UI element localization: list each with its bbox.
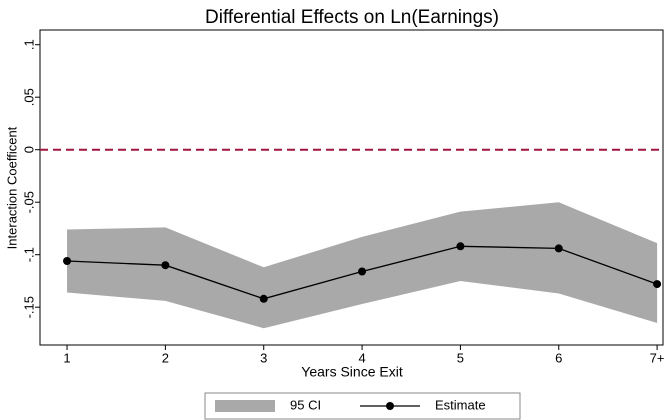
y-tick-label: -.05 [21,191,36,213]
estimate-point [653,280,662,289]
x-tick-label: 6 [555,350,562,365]
legend-label: 95 CI [290,397,321,412]
estimate-point [554,244,563,253]
y-axis-title: Interaction Coefficent [4,126,19,249]
legend-swatch-point [386,402,394,410]
x-axis-title: Years Since Exit [301,364,403,380]
legend-label: Estimate [435,397,486,412]
legend-swatch [215,400,275,412]
chart-title: Differential Effects on Ln(Earnings) [205,7,499,28]
x-tick-label: 7+ [650,350,665,365]
x-tick-label: 4 [358,350,365,365]
y-tick-label: -.15 [21,296,36,318]
x-tick-label: 1 [63,350,70,365]
x-tick-label: 2 [162,350,169,365]
x-tick-label: 5 [457,350,464,365]
y-tick-label: 0 [21,146,36,153]
estimate-point [456,242,465,251]
x-tick-label: 3 [260,350,267,365]
y-tick-label: -.1 [21,247,36,262]
estimate-point [358,267,367,276]
ci-band [67,202,658,329]
y-tick-label: .1 [21,39,36,50]
estimate-point [63,257,72,265]
y-tick-label: .05 [21,88,36,106]
estimate-point [259,294,268,303]
estimate-point [161,261,170,270]
